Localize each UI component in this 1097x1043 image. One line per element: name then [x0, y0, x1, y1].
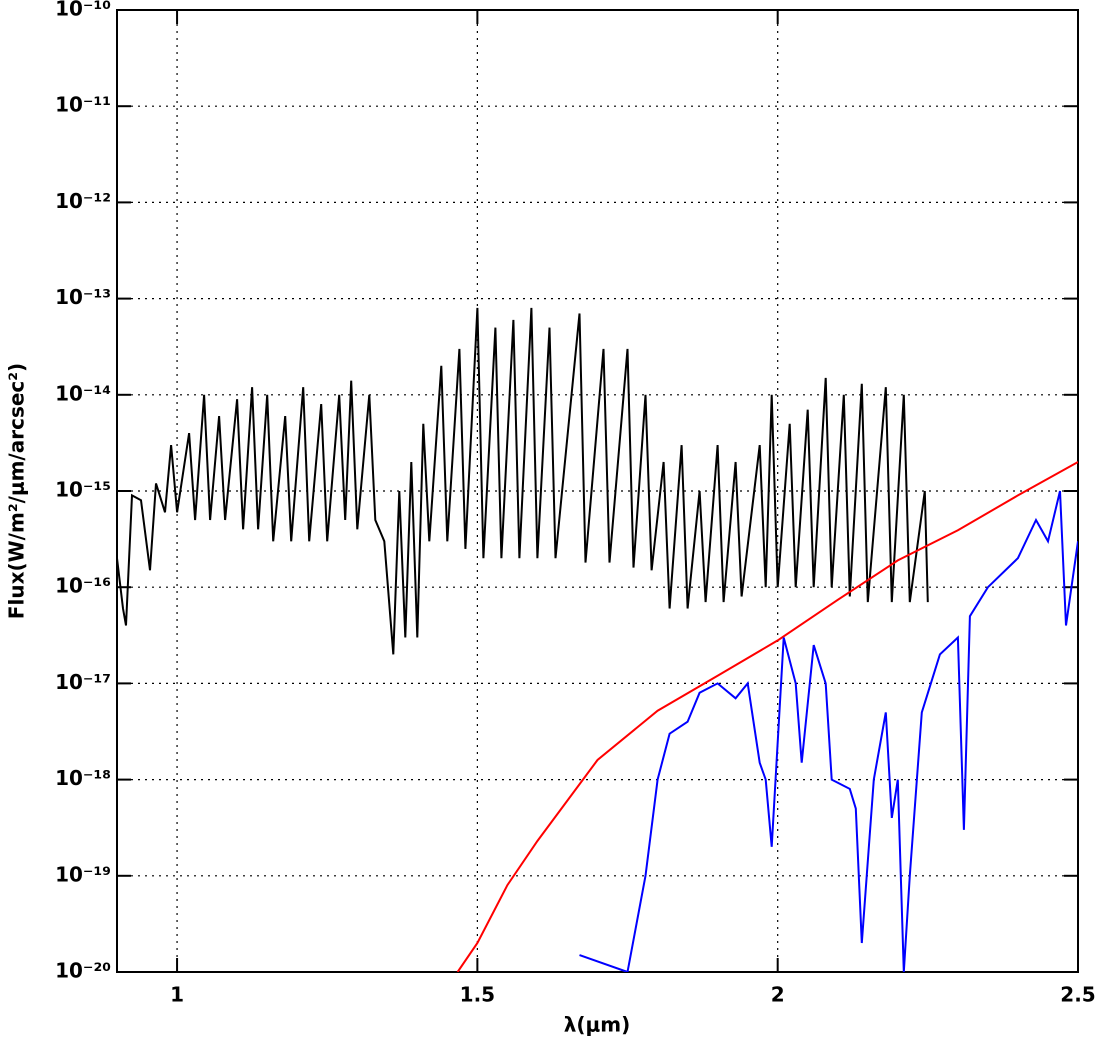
y-tick-label: 10⁻¹⁸: [55, 766, 111, 790]
y-tick-label: 10⁻¹⁶: [55, 574, 111, 598]
x-tick-label: 2.5: [1060, 983, 1095, 1007]
y-tick-label: 10⁻¹⁰: [55, 0, 111, 21]
y-axis-label: Flux(W/m²/μm/arcsec²): [5, 363, 29, 619]
x-axis-label: λ(μm): [564, 1013, 631, 1037]
y-tick-label: 10⁻¹⁷: [55, 670, 111, 694]
series-line: [579, 490, 1078, 972]
x-tick-label: 1.5: [460, 983, 495, 1007]
y-tick-label: 10⁻¹²: [55, 189, 111, 213]
series-line: [456, 461, 1078, 972]
y-tick-label: 10⁻²⁰: [55, 959, 111, 983]
y-tick-label: 10⁻¹³: [55, 285, 111, 309]
x-tick-label: 2: [771, 983, 785, 1007]
series-line: [117, 307, 929, 655]
y-tick-label: 10⁻¹⁹: [55, 862, 111, 886]
x-tick-label: 1: [170, 983, 184, 1007]
y-tick-label: 10⁻¹¹: [55, 93, 111, 117]
y-tick-label: 10⁻¹⁵: [55, 478, 111, 502]
y-tick-label: 10⁻¹⁴: [55, 381, 111, 405]
